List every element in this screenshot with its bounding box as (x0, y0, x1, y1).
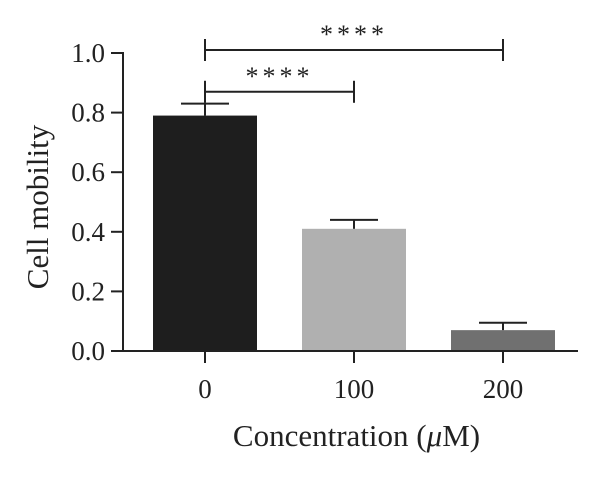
y-tick-label: 0.6 (71, 157, 105, 187)
y-ticks-group: 0.0 0.2 0.4 0.6 0.8 1.0 (71, 38, 123, 366)
x-tick-label: 100 (334, 374, 375, 404)
significance-label: **** (320, 20, 388, 49)
x-axis-title-prefix: Concentration ( (233, 418, 427, 453)
x-axis-title: Concentration (μM) (233, 418, 480, 453)
significance-label: **** (246, 62, 314, 91)
y-axis-title: Cell mobility (20, 124, 55, 289)
x-axis-title-suffix: M) (442, 418, 480, 453)
x-ticks-group: 0 100 200 (198, 351, 523, 404)
significance-brackets-group: ******** (204, 20, 504, 103)
y-tick-label: 0.2 (71, 276, 105, 306)
error-bars-group (181, 102, 527, 331)
bar-0 (153, 115, 257, 351)
y-tick-label: 0.8 (71, 98, 105, 128)
y-tick-label: 1.0 (71, 38, 105, 68)
y-tick-label: 0.0 (71, 336, 105, 366)
bar-200 (451, 330, 555, 351)
x-tick-label: 0 (198, 374, 212, 404)
bars-group (153, 115, 555, 351)
y-tick-label: 0.4 (71, 217, 105, 247)
x-tick-label: 200 (483, 374, 524, 404)
bar-100 (302, 228, 406, 351)
x-axis-title-unit-prefix: μ (426, 418, 443, 453)
